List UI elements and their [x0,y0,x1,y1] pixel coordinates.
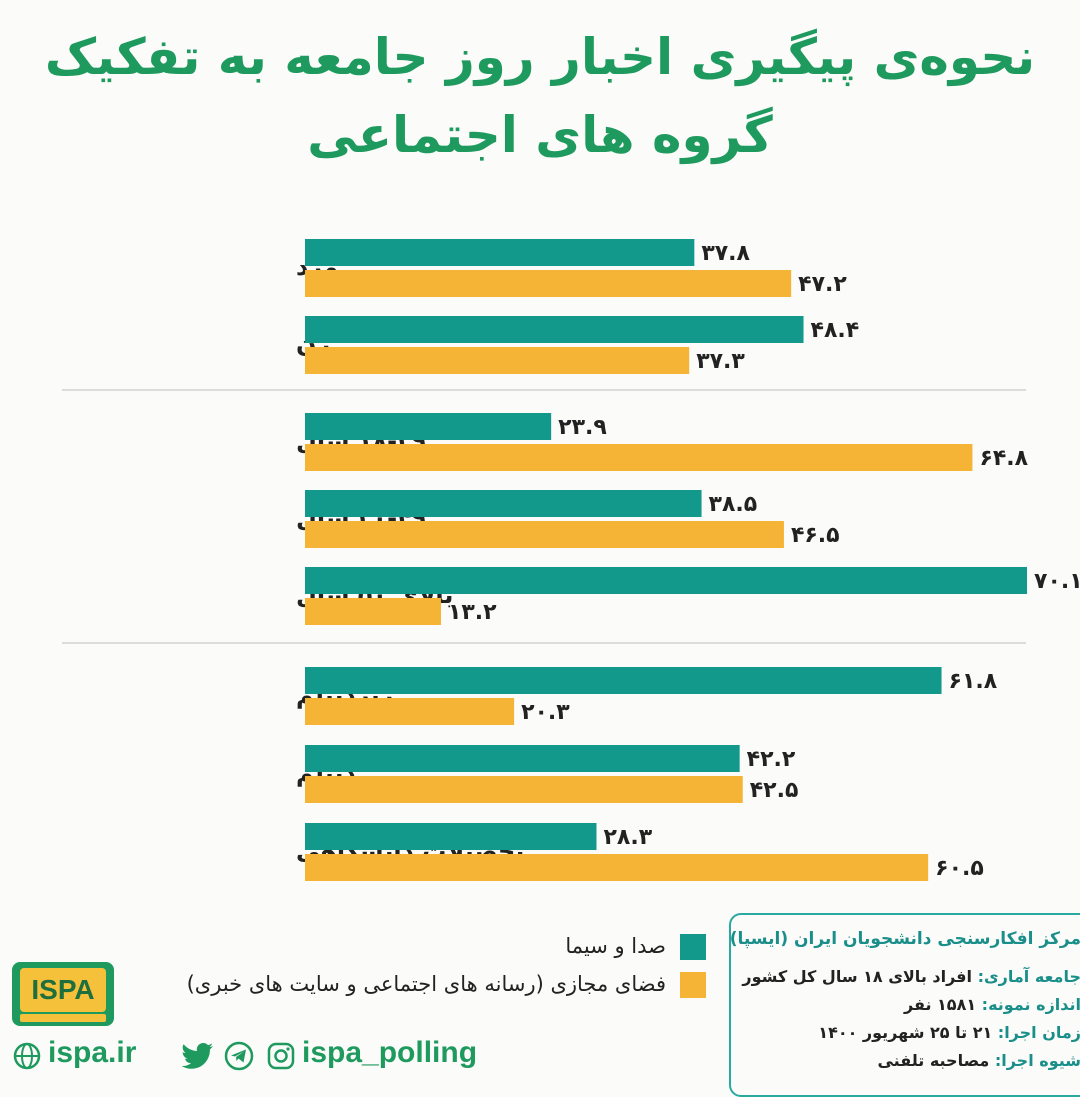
twitter-icon[interactable] [181,1041,215,1071]
bar-series2 [305,598,441,625]
website-link[interactable]: ispa.ir [48,1036,137,1069]
bar-series1 [305,316,804,343]
bar-series2 [305,270,792,297]
instagram-icon[interactable] [266,1041,296,1071]
info-line-date: زمان اجرا: ۲۱ تا ۲۵ شهریور ۱۴۰۰ [818,1023,1080,1042]
data-label: ۶۰.۵ [935,856,984,881]
ispa-logo-text: ISPA [20,968,106,1012]
data-label: ۲۸.۳ [603,825,652,850]
data-label: ۱۳.۲ [448,600,497,625]
data-label: ۴۲.۲ [747,747,796,772]
ispa-logo-bar [20,1014,106,1022]
data-label: ۴۲.۵ [750,778,799,803]
instagram-handle[interactable]: ispa_polling [302,1036,478,1069]
bar-series2 [305,347,690,374]
data-label: ۳۷.۳ [696,349,745,374]
bar-series2 [305,776,743,803]
info-header: مرکز افکارسنجی دانشجویان ایران (ایسپا) [729,929,1080,949]
bar-series1 [305,567,1028,594]
data-label: ۴۷.۲ [798,272,847,297]
data-label: ۶۴.۸ [979,446,1028,471]
bar-series1 [305,823,597,850]
data-label: ۳۷.۸ [701,241,750,266]
bar-series1 [305,745,740,772]
data-label: ۳۸.۵ [709,492,758,517]
data-label: ۲۰.۳ [521,700,570,725]
legend-swatch-series1 [680,934,706,960]
data-label: ۷۰.۱ [1034,569,1080,594]
chart-title-line1: نحوه‌ی پیگیری اخبار روز جامعه به تفکیک [44,28,1036,86]
bar-series1 [305,667,942,694]
bar-series1 [305,413,552,440]
bar-chart: مرد ۳۷.۸۴۷.۲زن ۴۸.۴۳۷.۳۱۸-۲۹ سال ۲۳.۹۶۴.۸۳۰… [62,239,1080,881]
data-label: ۴۸.۴ [811,318,860,343]
info-line-method: شیوه اجرا: مصاحبه تلفنی [877,1051,1080,1070]
chart-title-line2: گروه های اجتماعی [307,106,773,164]
data-label: ۲۳.۹ [558,415,607,440]
bar-series1 [305,490,702,517]
bar-series2 [305,521,784,548]
survey-info-box: مرکز افکارسنجی دانشجویان ایران (ایسپا) ج… [729,913,1080,1097]
bar-series2 [305,444,973,471]
ispa-logo: ISPA [12,962,114,1026]
legend-swatch-series2 [680,972,706,998]
globe-icon[interactable] [12,1041,42,1071]
bar-series1 [305,239,695,266]
telegram-icon[interactable] [224,1041,254,1071]
data-label: ۶۱.۸ [949,669,998,694]
info-line-sample-size: اندازه نمونه: ۱۵۸۱ نفر [903,995,1080,1014]
bar-series2 [305,854,929,881]
legend-label-series2: فضای مجازی (رسانه های اجتماعی و سایت های… [186,972,666,996]
data-label: ۴۶.۵ [791,523,840,548]
bar-series2 [305,698,515,725]
info-line-population: جامعه آماری: افراد بالای ۱۸ سال کل کشور [742,967,1080,986]
legend-label-series1: صدا و سیما [565,934,666,958]
